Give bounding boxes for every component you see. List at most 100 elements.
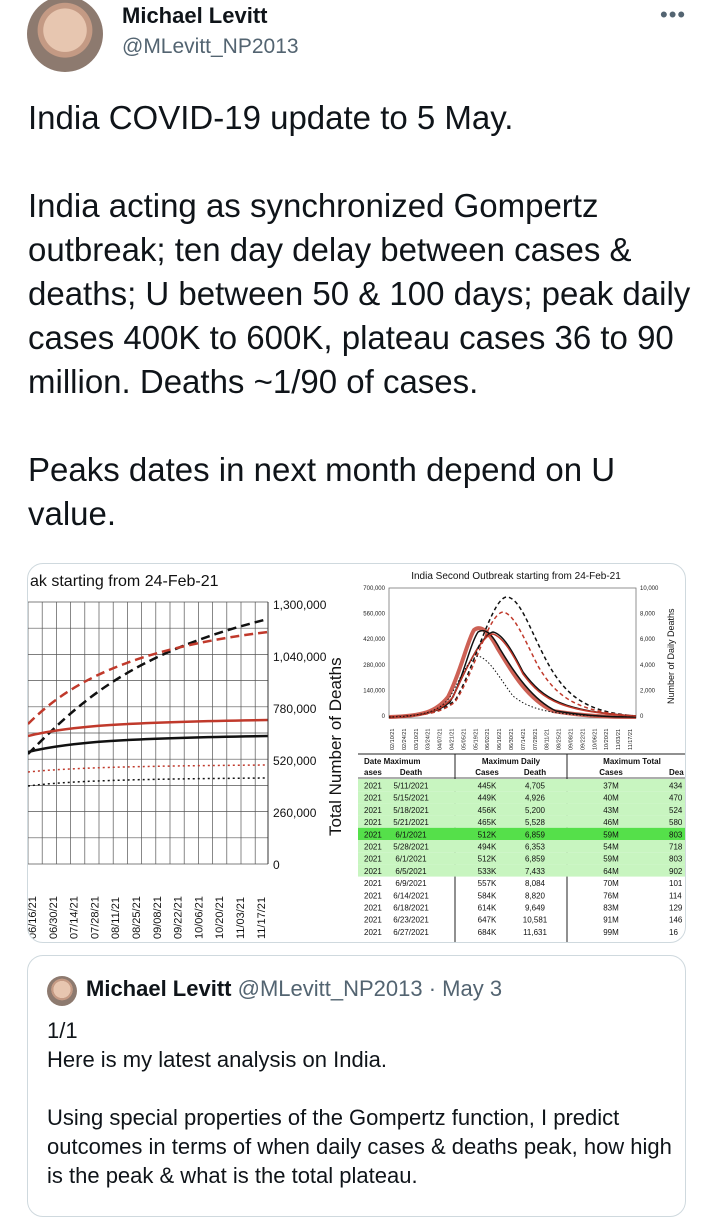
left-x-tick-label: 08/25/21: [131, 896, 143, 939]
right-y-right-tick: 0: [640, 714, 644, 720]
table-cell: 494K: [478, 843, 497, 852]
table-cell: 512K: [478, 830, 497, 839]
left-y-tick-label: 1,300,000: [273, 598, 327, 612]
table-cell: 684K: [478, 928, 497, 937]
left-curve-red-dashed: [28, 630, 268, 725]
forecast-table: Date Maximum Maximum Daily Maximum Total as…: [358, 753, 685, 942]
table-cell: 6/14/2021: [393, 891, 429, 900]
right-x-tick-label: 09/08/21: [569, 729, 575, 750]
table-cell: 5,200: [525, 806, 546, 815]
table-cell: 6/27/2021: [393, 928, 429, 937]
quoted-line-1: 1/1: [47, 1018, 78, 1043]
table-group-header: Maximum Total: [603, 757, 661, 766]
table-cell: 6/5/2021: [395, 867, 427, 876]
table-cell: 2021: [364, 916, 382, 925]
table-cell: 434: [669, 782, 683, 791]
table-cell: 5/21/2021: [393, 818, 429, 827]
table-cell: 8,820: [525, 891, 546, 900]
table-cell: 6/23/2021: [393, 916, 429, 925]
right-chart-y-right-label: Number of Daily Deaths: [666, 608, 676, 704]
table-cell: 6/1/2021: [395, 855, 427, 864]
right-y-left-tick: 420,000: [363, 637, 385, 643]
table-group-header: Date Maximum: [364, 757, 420, 766]
table-column-header: Cases: [475, 768, 499, 777]
table-cell: 59M: [603, 855, 619, 864]
table-cell: 470: [669, 794, 683, 803]
table-cell: 40M: [603, 794, 619, 803]
left-chart-curves: [28, 617, 268, 787]
quoted-tweet-text: 1/1 Here is my latest analysis on India.…: [47, 1016, 672, 1190]
table-cell: 99M: [603, 928, 619, 937]
table-cell: 524: [669, 806, 683, 815]
table-cell: 114: [669, 891, 682, 900]
table-cell: 6/9/2021: [395, 879, 427, 888]
table-cell: 803: [669, 855, 683, 864]
right-y-left-tick: 140,000: [363, 688, 385, 694]
table-group-header: Maximum Daily: [482, 757, 541, 766]
table-cell: 557K: [478, 879, 497, 888]
right-chart-x-ticks: 02/10/21 02/24/21 03/10/21 03/24/21 04/07/21…: [390, 729, 634, 750]
table-cell: 10,581: [523, 916, 548, 925]
right-x-tick-label: 09/22/21: [580, 729, 586, 750]
table-cell: 5/18/2021: [393, 806, 429, 815]
table-cell: 6/1/2021: [395, 830, 427, 839]
table-cell: 43M: [603, 806, 619, 815]
table-row-bg: [358, 864, 685, 877]
right-y-right-tick: 6,000: [640, 637, 656, 643]
table-cell: 11,631: [523, 928, 547, 937]
author-handle[interactable]: @MLevitt_NP2013: [122, 35, 299, 58]
table-cell: 803: [669, 830, 683, 839]
right-x-tick-label: 06/16/21: [497, 729, 503, 750]
table-cell: 580: [669, 818, 683, 827]
table-cell: 54M: [603, 843, 619, 852]
right-y-left-tick: 280,000: [363, 663, 385, 669]
left-chart-grid: [28, 601, 268, 865]
author-name[interactable]: Michael Levitt: [122, 3, 268, 28]
table-column-header: Death: [524, 768, 546, 777]
quoted-author-avatar[interactable]: [47, 976, 77, 1006]
table-cell: 59M: [603, 830, 619, 839]
table-cell: 2021: [364, 830, 382, 839]
table-cell: 6,859: [525, 830, 546, 839]
left-y-tick-label: 780,000: [273, 702, 317, 716]
right-x-tick-label: 11/17/21: [628, 729, 634, 750]
table-cell: 146: [669, 916, 683, 925]
table-cell: 718: [669, 843, 683, 852]
quoted-date[interactable]: May 3: [442, 976, 503, 1001]
right-x-tick-label: 05/05/21: [461, 729, 467, 750]
quoted-author-handle[interactable]: @MLevitt_NP2013: [237, 976, 423, 1001]
tweet-paragraph-3: Peaks dates in next month depend on U va…: [28, 451, 616, 532]
right-chart-y-ticks: 700,000 560,000 420,000 280,000 140,000 0 10,0…: [363, 586, 659, 720]
right-y-left-tick: 700,000: [363, 586, 385, 592]
table-cell: 6/18/2021: [393, 904, 429, 913]
right-x-tick-label: 07/14/21: [521, 729, 527, 750]
table-row-bg: [358, 791, 685, 804]
right-y-left-tick: 560,000: [363, 612, 385, 618]
left-curve-red-dotted: [28, 764, 268, 773]
left-curve-black-dashed: [28, 617, 268, 755]
table-cell: 9,649: [525, 904, 546, 913]
right-x-tick-label: 04/07/21: [438, 729, 444, 750]
more-icon[interactable]: •••: [660, 2, 687, 27]
table-column-header: Dea: [669, 768, 684, 777]
right-x-tick-label: 08/11/21: [545, 729, 551, 750]
left-chart-y-ticks: 1,300,000 1,040,000 780,000 520,000 260,000 0: [273, 598, 327, 872]
left-chart-y-axis-label: Total Number of Deaths: [326, 657, 345, 836]
table-cell: 5/15/2021: [393, 794, 429, 803]
right-x-tick-label: 08/25/21: [557, 729, 563, 750]
left-curve-black-solid: [28, 734, 268, 754]
quoted-author-name[interactable]: Michael Levitt: [86, 976, 232, 1001]
table-cell: 37M: [603, 782, 619, 791]
quoted-tweet-header: Michael Levitt @MLevitt_NP2013 · May 3: [86, 976, 502, 1002]
left-x-tick-label: 07/14/21: [69, 896, 81, 939]
right-x-tick-label: 10/20/21: [604, 729, 610, 750]
table-cell: 614K: [478, 904, 497, 913]
table-cell: 5/11/2021: [394, 782, 430, 791]
right-x-tick-label: 04/21/21: [450, 729, 456, 750]
table-cell: 129: [669, 904, 683, 913]
author-avatar[interactable]: [27, 0, 103, 72]
tweet-text: India COVID-19 update to 5 May. India ac…: [28, 96, 693, 536]
tweet-media-image[interactable]: ak starting from 24-Feb-21 1,300,000 1,04…: [27, 563, 686, 943]
quoted-tweet[interactable]: Michael Levitt @MLevitt_NP2013 · May 3 1…: [27, 955, 686, 1217]
left-x-tick-label: 10/20/21: [214, 896, 226, 939]
